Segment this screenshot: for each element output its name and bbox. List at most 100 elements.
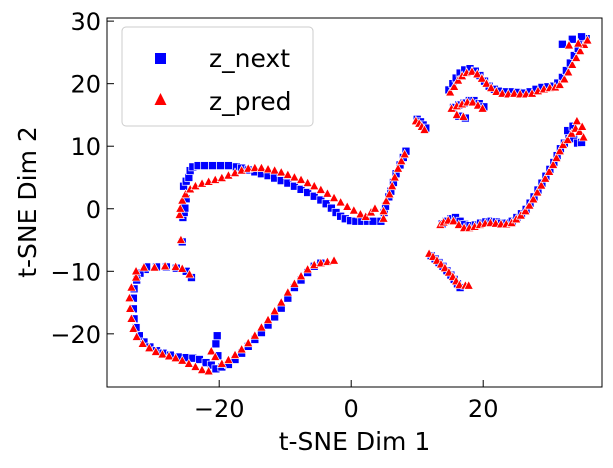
data-point-z-pred [256,321,267,332]
data-point-z-pred [477,102,488,113]
data-point-z-pred [243,162,254,173]
data-point-z-next [212,331,222,341]
data-point-z-next [577,32,586,42]
data-point-z-pred [575,45,586,55]
x-axis-label: t-SNE Dim 1 [279,427,431,456]
data-point-z-pred [282,169,294,179]
data-point-z-pred [150,346,162,356]
data-point-z-pred [322,188,333,198]
data-point-z-pred [126,281,137,292]
data-point-z-pred [472,99,484,110]
data-point-z-next [208,161,217,170]
data-point-z-pred [577,121,588,131]
data-point-z-pred [175,203,186,213]
data-point-z-pred [476,72,488,83]
data-point-z-pred [180,188,191,199]
data-point-z-pred [170,352,181,363]
data-point-z-pred [524,199,535,210]
data-point-z-pred [203,365,214,376]
data-point-z-pred [551,152,562,162]
data-point-z-pred [249,329,261,340]
data-point-z-pred [463,279,474,290]
data-point-z-pred [466,66,478,76]
data-point-z-pred [216,172,228,182]
data-point-z-next [327,203,336,213]
legend-marker-z-next [155,53,166,64]
data-point-z-pred [196,364,208,374]
data-point-z-pred [144,342,155,353]
legend-box [121,26,314,127]
data-point-z-pred [399,148,410,159]
data-point-z-pred [451,109,462,119]
data-point-z-next [567,34,577,44]
data-point-z-pred [567,59,578,69]
data-point-z-pred [138,261,150,272]
data-point-z-pred [348,204,360,215]
data-point-z-pred [574,126,585,136]
data-point-z-pred [559,73,570,84]
data-point-z-pred [137,338,148,348]
data-point-z-pred [458,111,469,121]
data-point-z-pred [445,86,456,97]
data-point-z-pred [328,254,340,265]
data-point-z-pred [276,166,287,177]
data-point-z-pred [571,115,583,126]
y-tick-label: −20 [50,321,101,349]
data-point-z-pred [380,195,392,206]
data-point-z-pred [536,179,547,190]
y-axis-ticks: −20 −10 0 10 20 30 [50,8,114,349]
data-point-z-pred [130,265,142,276]
x-tick-label: 20 [468,395,499,423]
data-point-z-pred [582,34,593,45]
data-point-z-pred [128,323,139,333]
data-point-z-pred [177,354,188,365]
data-point-z-pred [130,271,142,282]
data-point-z-pred [396,155,407,166]
data-point-z-pred [544,166,555,176]
data-point-z-next [368,216,378,226]
data-point-z-pred [509,87,520,98]
y-axis-label: t-SNE Dim 2 [13,126,42,278]
data-point-z-pred [384,188,395,199]
data-point-z-pred [540,172,551,183]
data-point-z-pred [124,292,135,303]
data-point-z-pred [163,350,175,361]
data-point-z-pred [472,68,483,79]
data-point-z-pred [557,139,569,149]
data-point-z-pred [448,81,460,91]
x-axis-ticks: −20 0 20 [194,380,499,423]
data-point-z-pred [236,343,247,354]
x-tick-label: 0 [344,395,359,423]
data-point-z-pred [206,345,217,356]
data-point-z-pred [190,180,201,191]
data-point-z-pred [184,268,195,279]
data-point-z-next [200,161,210,170]
data-point-z-pred [532,186,543,197]
data-point-z-pred [562,134,573,144]
data-point-z-pred [563,39,575,50]
data-point-z-pred [378,205,389,216]
data-point-z-pred [389,171,400,182]
y-tick-label: 20 [70,71,101,99]
data-point-z-pred [448,215,459,226]
data-point-z-pred [335,196,346,207]
data-point-z-pred [256,162,267,172]
data-point-z-pred [175,234,187,244]
data-point-z-next [558,39,567,49]
plot-frame [106,17,603,388]
data-point-z-pred [131,331,142,341]
data-point-z-next [224,161,233,170]
data-point-z-next [216,161,225,170]
data-point-z-pred [481,77,492,88]
data-point-z-pred [547,159,559,169]
data-point-z-pred [573,37,584,48]
data-point-z-pred [210,351,221,361]
data-point-z-pred [315,184,327,194]
data-point-z-pred [229,167,241,177]
data-point-z-pred [126,313,137,323]
legend-label-z-pred: z_pred [209,87,291,116]
data-point-z-pred [578,131,589,142]
data-point-z-pred [174,209,185,219]
data-point-z-pred [177,194,188,205]
